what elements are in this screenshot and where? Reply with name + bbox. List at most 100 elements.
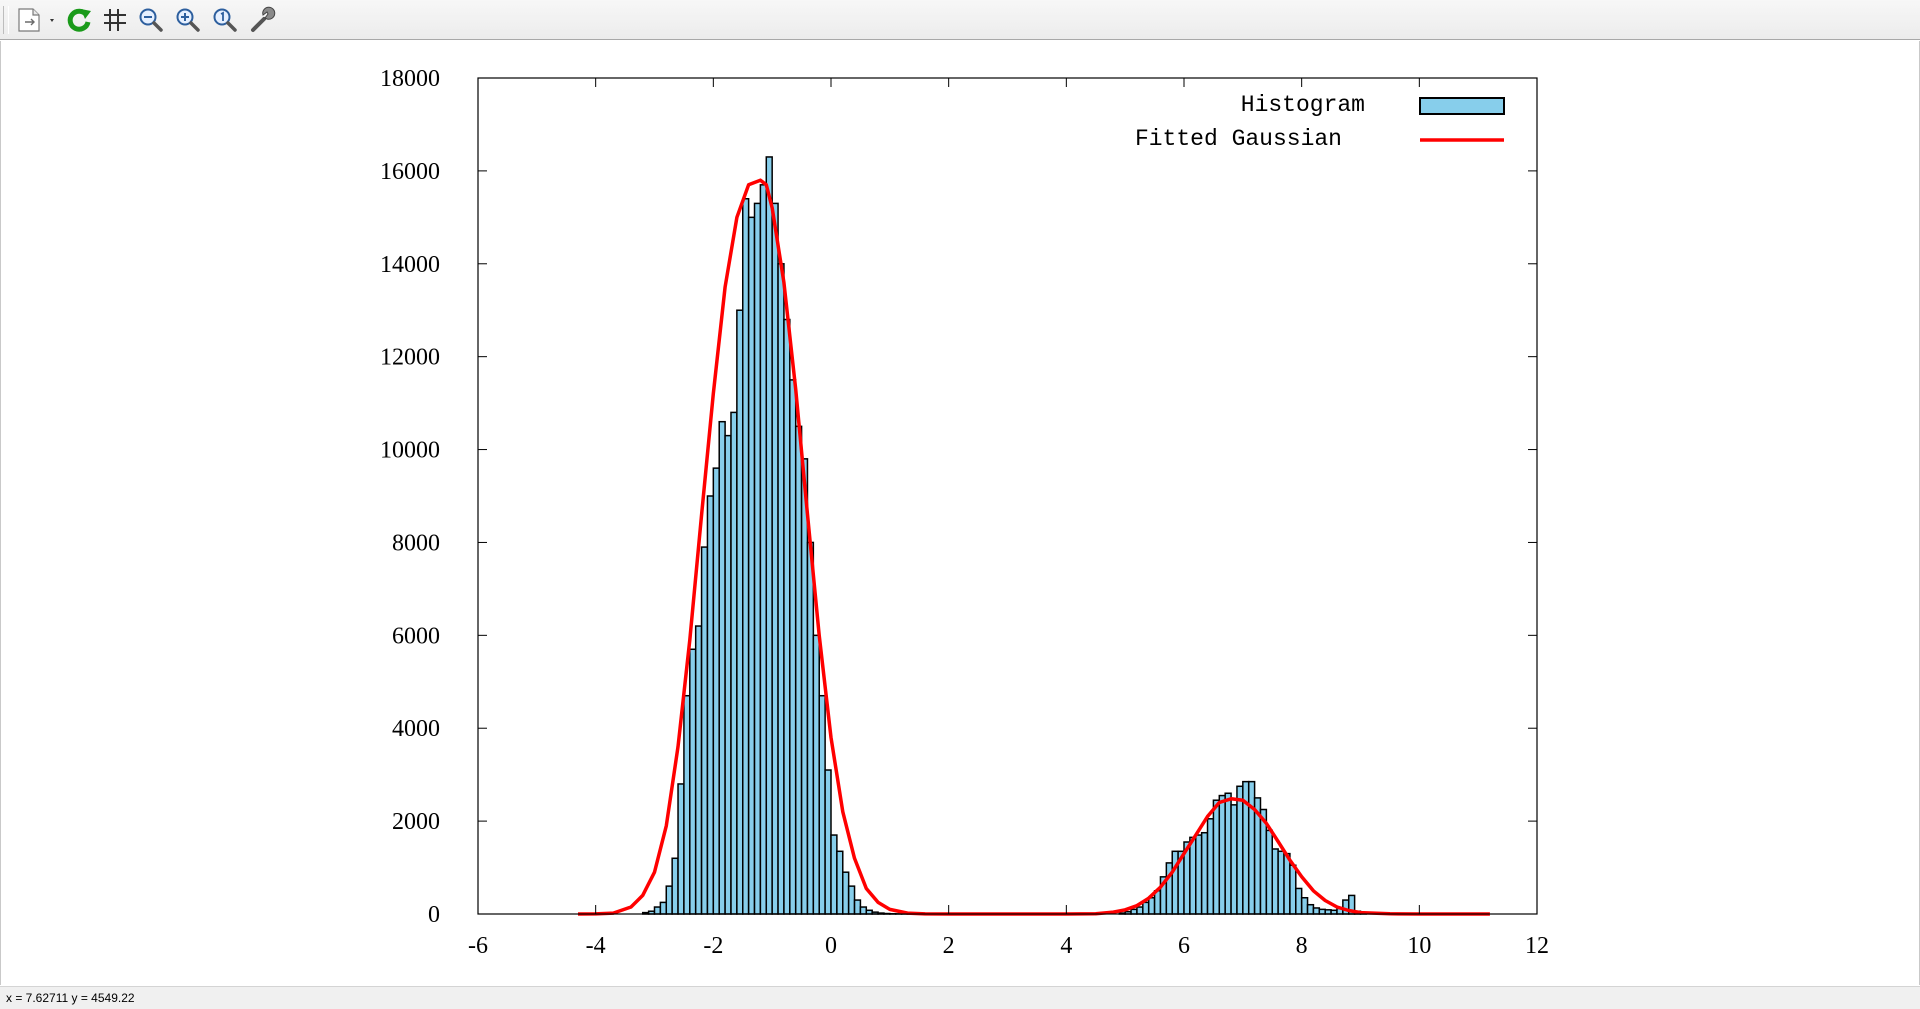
status-bar: x = 7.62711 y = 4549.22 — [0, 986, 1920, 1009]
grid-icon — [101, 6, 129, 34]
histogram-bar — [736, 309, 744, 915]
histogram-bar — [759, 184, 768, 915]
x-tick-label: 4 — [1060, 933, 1072, 959]
y-tick-label: 0 — [428, 902, 440, 928]
histogram-bar — [742, 198, 750, 915]
export-button[interactable] — [12, 4, 60, 36]
histogram-bar — [1318, 908, 1326, 915]
y-tick-label: 12000 — [380, 345, 440, 371]
histogram-bar — [1200, 831, 1209, 915]
y-tick-label: 8000 — [392, 530, 440, 556]
histogram-bar — [1230, 804, 1238, 915]
options-button[interactable] — [246, 4, 278, 36]
tick-marks — [477, 77, 1538, 915]
histogram-bar — [683, 694, 691, 915]
zoom-out-icon — [137, 6, 165, 34]
histogram-bar — [1218, 794, 1226, 915]
zoom-out-button[interactable] — [135, 4, 167, 36]
histogram-bar — [859, 906, 868, 915]
histogram-bar — [706, 495, 715, 915]
histogram-bar — [665, 885, 673, 915]
histogram-bar — [836, 850, 844, 915]
y-tick-label: 4000 — [392, 716, 440, 742]
histogram-bar — [1306, 903, 1315, 915]
y-tick-label: 10000 — [380, 438, 440, 464]
histogram-bar — [1212, 799, 1221, 915]
toolbar-grip — [3, 6, 9, 34]
replot-icon — [65, 6, 93, 34]
x-tick-label: 12 — [1525, 933, 1549, 959]
y-tick-label: 2000 — [392, 809, 440, 835]
histogram-bar — [1136, 906, 1144, 915]
zoom-in-button[interactable] — [172, 4, 204, 36]
y-tick-label: 16000 — [380, 159, 440, 185]
histogram-bar — [818, 694, 826, 915]
histogram-bar — [771, 202, 779, 915]
histogram-bar — [1206, 818, 1215, 915]
histogram-bar — [730, 411, 738, 915]
histogram-bar — [1171, 850, 1179, 915]
histogram-bar — [1324, 909, 1332, 915]
zoom-in-icon — [174, 6, 202, 34]
x-tick-label: 10 — [1407, 933, 1431, 959]
histogram-bar — [783, 318, 791, 915]
x-tick-labels: -6 -4 -2 0 2 4 6 8 10 12 — [468, 933, 1549, 959]
histogram-bar — [689, 648, 697, 915]
zoom-reset-button[interactable] — [209, 4, 241, 36]
histogram-bar — [677, 783, 685, 915]
histogram-bar — [1189, 836, 1197, 915]
histogram-bar — [812, 634, 820, 915]
y-tick-labels: 0 2000 4000 6000 8000 10000 12000 14000 16000 180… — [380, 66, 440, 928]
legend: Histogram Fitted Gaussian — [1135, 92, 1505, 152]
histogram-bar — [1289, 864, 1297, 915]
histogram-bar — [1130, 908, 1138, 915]
histogram-bar — [1300, 896, 1309, 915]
histogram-bar — [1265, 829, 1274, 915]
histogram-bar — [765, 156, 773, 915]
histogram-bar — [1295, 887, 1303, 915]
histogram-bar — [1271, 848, 1279, 915]
histogram-bar — [806, 541, 815, 915]
cursor-coordinates: x = 7.62711 y = 4549.22 — [6, 991, 135, 1005]
legend-label-fitted-gaussian: Fitted Gaussian — [1135, 126, 1342, 152]
replot-button[interactable] — [63, 4, 95, 36]
histogram-bar — [724, 434, 732, 915]
histogram-bar — [1224, 792, 1232, 915]
x-tick-label: 2 — [943, 933, 955, 959]
chart: -6 -4 -2 0 2 4 6 8 10 12 0 2000 4000 6000 8000 10000 12… — [380, 66, 1549, 959]
y-tick-label: 6000 — [392, 623, 440, 649]
x-tick-label: 6 — [1178, 933, 1190, 959]
options-wrench-icon — [248, 6, 276, 34]
histogram-bar — [800, 458, 809, 915]
histogram-bar — [842, 871, 850, 915]
histogram-bar — [712, 467, 720, 915]
y-tick-label: 14000 — [380, 252, 440, 278]
histogram-bar — [1195, 834, 1203, 915]
x-tick-label: -6 — [468, 933, 488, 959]
histogram-bar — [718, 420, 726, 915]
x-tick-label: -4 — [586, 933, 606, 959]
legend-label-histogram: Histogram — [1241, 92, 1365, 118]
grid-button[interactable] — [99, 4, 131, 36]
histogram-bar — [1142, 901, 1150, 915]
plot-area[interactable]: -6 -4 -2 0 2 4 6 8 10 12 0 2000 4000 6000 8000 10000 12… — [0, 41, 1920, 985]
histogram-bar — [753, 202, 762, 915]
histogram-bar — [653, 906, 662, 915]
histogram-bars — [641, 156, 1368, 915]
histogram-bar — [824, 769, 832, 915]
histogram-bar — [830, 834, 838, 915]
histogram-bar — [747, 216, 756, 915]
histogram-bar — [794, 425, 803, 915]
x-tick-label: 8 — [1296, 933, 1308, 959]
y-tick-label: 18000 — [380, 66, 440, 92]
histogram-bar — [694, 625, 703, 915]
histogram-bar — [853, 899, 862, 915]
axes — [477, 77, 1538, 915]
x-tick-label: -2 — [703, 933, 723, 959]
histogram-bar — [777, 263, 785, 915]
histogram-bar — [1283, 852, 1291, 915]
toolbar — [0, 0, 1920, 40]
histogram-bar — [700, 546, 709, 915]
histogram-bar — [659, 901, 668, 915]
histogram-bar — [789, 379, 797, 915]
